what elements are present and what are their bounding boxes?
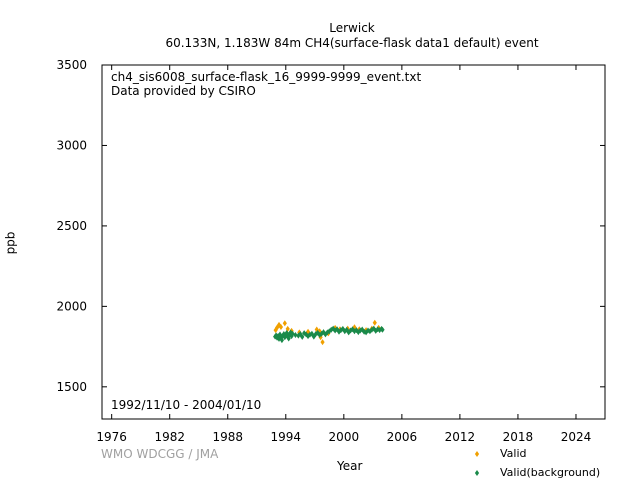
data-point — [279, 337, 285, 344]
data-point — [302, 330, 307, 337]
chart-title: Lerwick — [329, 21, 375, 35]
data-point — [300, 333, 305, 340]
data-point — [284, 329, 289, 336]
y-axis-label: ppb — [3, 231, 18, 255]
data-point — [338, 327, 344, 334]
provider-label: Data provided by CSIRO — [111, 84, 256, 98]
x-axis: 1976 1982 1988 1994 2000 2006 2012 2018 2024 — [96, 65, 591, 444]
y-tick-label: 3500 — [56, 58, 87, 72]
data-point — [276, 321, 282, 328]
y-axis: 1500 2000 2500 3000 3500 — [56, 58, 605, 394]
data-point — [373, 327, 378, 334]
data-point — [375, 326, 380, 333]
y-tick-label: 2000 — [56, 299, 87, 313]
watermark: WMO WDCGG / JMA — [101, 447, 219, 461]
data-point — [298, 331, 303, 338]
data-point — [372, 319, 377, 326]
file-label: ch4_sis6008_surface-flask_16_9999-9999_e… — [111, 70, 422, 84]
data-point — [307, 331, 313, 338]
data-point — [278, 323, 284, 330]
date-range-label: 1992/11/10 - 2004/01/10 — [111, 398, 262, 412]
data-point — [380, 326, 385, 333]
x-tick-label: 2012 — [445, 430, 476, 444]
data-point — [342, 328, 347, 335]
data-point — [346, 329, 351, 336]
y-tick-label: 1500 — [56, 380, 87, 394]
data-point — [274, 332, 279, 339]
data-point — [336, 328, 342, 335]
data-point — [365, 327, 371, 334]
data-point — [329, 326, 334, 333]
data-point — [352, 328, 357, 335]
data-point — [293, 332, 298, 339]
data-point — [282, 320, 287, 327]
data-point — [334, 326, 340, 333]
data-point — [320, 339, 325, 346]
data-point — [350, 326, 355, 333]
legend-label-valid: Valid — [500, 447, 527, 460]
x-tick-label: 1976 — [96, 430, 127, 444]
data-point — [281, 331, 286, 338]
data-point — [313, 331, 318, 338]
data-point — [289, 333, 294, 340]
legend-marker-valid-background — [474, 470, 480, 476]
data-point — [331, 325, 336, 332]
x-tick-label: 1988 — [212, 430, 243, 444]
series-valid-background — [273, 325, 385, 344]
x-axis-label: Year — [337, 459, 363, 473]
chart-subtitle: 60.133N, 1.183W 84m CH4(surface-flask da… — [165, 36, 539, 50]
data-point — [290, 330, 295, 337]
y-tick-label: 2500 — [56, 219, 87, 233]
x-tick-label: 2000 — [329, 430, 360, 444]
data-point — [352, 324, 357, 331]
data-point — [305, 328, 311, 335]
data-point — [287, 331, 292, 338]
data-point — [318, 334, 323, 341]
legend-label-valid-background: Valid(background) — [500, 466, 601, 479]
legend-marker-valid — [474, 451, 480, 457]
x-tick-label: 2018 — [503, 430, 534, 444]
data-point — [283, 332, 288, 339]
data-point — [275, 333, 281, 340]
x-tick-label: 1982 — [154, 430, 185, 444]
x-tick-label: 1994 — [271, 430, 302, 444]
data-point — [358, 327, 363, 334]
y-tick-label: 3000 — [56, 138, 87, 152]
data-point — [276, 335, 282, 342]
data-point — [344, 326, 349, 333]
data-point — [305, 333, 311, 340]
x-tick-label: 2024 — [561, 430, 592, 444]
data-point — [321, 329, 326, 336]
legend — [474, 451, 480, 476]
plot-frame — [101, 64, 606, 420]
x-tick-label: 2006 — [387, 430, 418, 444]
